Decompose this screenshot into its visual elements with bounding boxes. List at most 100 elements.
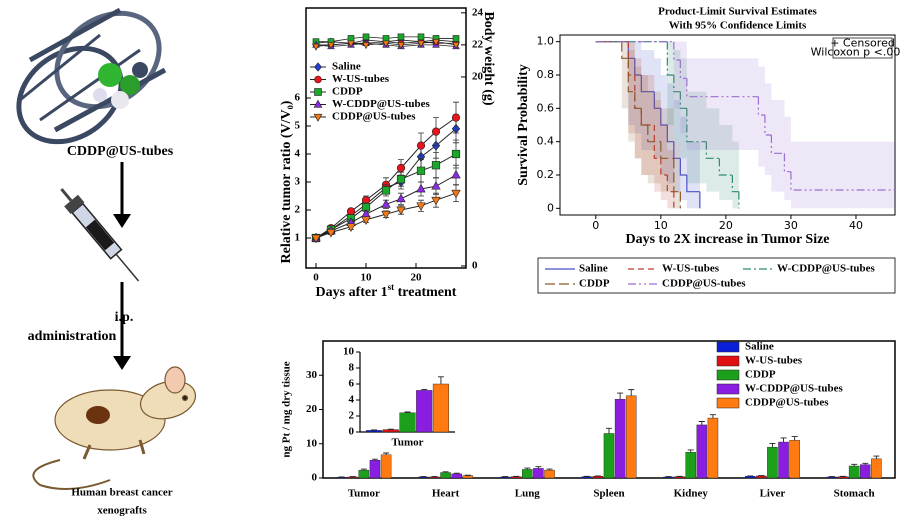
error-bar — [524, 467, 531, 470]
y-tick-label: 4 — [295, 148, 301, 160]
survival-step — [673, 158, 681, 193]
x-tick-label: 10 — [361, 272, 373, 284]
marker — [361, 216, 371, 225]
y-tick-label: 24 — [472, 6, 484, 18]
error-bar — [421, 389, 428, 391]
x-tick-label: Liver — [760, 488, 786, 500]
bar — [837, 476, 849, 479]
y-tick-label: 5 — [295, 120, 301, 132]
y-tick-label: 22 — [472, 38, 484, 50]
bar — [544, 469, 555, 479]
nanotube-label: CDDP@US-tubes — [67, 144, 174, 159]
y-tick-label: 0 — [547, 201, 554, 214]
x-tick-label: Heart — [432, 488, 460, 500]
legend-label: W-CDDP@US-tubes — [745, 383, 844, 395]
bar — [707, 417, 719, 479]
bar — [533, 468, 544, 479]
bar — [358, 469, 370, 479]
legend-label: CDDP@US-tubes — [332, 111, 416, 123]
legend-label: W-CDDP@US-tubes — [332, 98, 431, 110]
marker — [432, 38, 440, 46]
error-bar — [546, 468, 553, 471]
marker — [381, 199, 391, 208]
legend-label: CDDP@US-tubes — [745, 397, 829, 409]
annotation: + Censored — [830, 37, 895, 50]
confidence-band — [667, 41, 674, 125]
x-tick-label: 0 — [592, 219, 599, 232]
confidence-band — [628, 41, 635, 134]
legend-box — [537, 257, 896, 294]
y-tick-label: 0.2 — [537, 168, 555, 181]
y-axis-label: Survival Probability — [516, 64, 531, 185]
marker — [312, 43, 320, 51]
marker — [346, 207, 356, 216]
marker — [326, 229, 336, 238]
confidence-band — [764, 83, 772, 175]
confidence-band — [628, 50, 635, 142]
confidence-band — [634, 41, 642, 134]
marker — [382, 35, 390, 42]
survival-step — [718, 158, 733, 176]
marker — [313, 113, 323, 122]
y-tick-label: 10 — [306, 437, 318, 449]
confidence-band — [673, 141, 681, 209]
y2-tick-label: 0 — [472, 260, 478, 272]
confidence-band — [732, 141, 739, 209]
mouse-icon — [32, 366, 197, 490]
error-bar — [606, 427, 612, 434]
confidence-band — [784, 116, 791, 200]
legend-label: CDDP — [579, 278, 610, 290]
confidence-band — [680, 116, 687, 200]
bar — [625, 395, 637, 479]
survival-step — [653, 125, 661, 159]
error-bar — [873, 455, 880, 459]
error-bar — [769, 442, 776, 448]
survival-step — [666, 125, 674, 143]
error-bar — [862, 462, 869, 465]
bar — [744, 476, 756, 479]
error-bar — [698, 421, 705, 425]
y-tick-label: 0 — [312, 472, 318, 484]
confidence-band — [686, 91, 707, 184]
marker — [381, 186, 391, 195]
x-axis-label: Days to 2X increase in Tumor Size — [625, 232, 829, 247]
y-tick-label: 8 — [349, 362, 355, 374]
bar — [685, 452, 696, 479]
bar — [663, 476, 674, 479]
x-tick-label: 20 — [719, 219, 733, 232]
marker — [314, 75, 322, 84]
confidence-band — [771, 100, 785, 192]
y-tick-label: 3 — [295, 176, 301, 188]
error-bar — [851, 463, 858, 467]
marker — [431, 196, 441, 206]
legend-swatch — [716, 397, 740, 409]
legend-label: Saline — [332, 61, 361, 73]
bar — [440, 472, 451, 479]
y-tick-label: 2 — [349, 410, 355, 422]
tumor-frame — [305, 7, 467, 269]
legend-label: CDDP@US-tubes — [662, 278, 746, 290]
survival-step — [673, 141, 681, 159]
confidence-band — [667, 150, 674, 209]
x-tick-label: 20 — [411, 272, 423, 284]
marker — [452, 42, 460, 50]
y-tick-label: 10 — [343, 346, 355, 358]
legend-label: W-US-tubes — [745, 355, 803, 367]
survival-step — [660, 141, 674, 159]
y-tick-label: 1.0 — [537, 35, 555, 48]
marker — [431, 127, 441, 136]
error-bar — [628, 389, 635, 396]
marker — [362, 42, 370, 50]
marker — [347, 35, 355, 42]
marker — [397, 42, 405, 50]
y-axis-label: Body weight (g) — [481, 11, 496, 105]
confidence-band — [719, 125, 733, 200]
x-tick-label: 0 — [313, 272, 319, 284]
y-tick-label: 20 — [472, 70, 484, 82]
y-tick-label: 0.4 — [537, 135, 555, 148]
bar — [603, 433, 615, 479]
marker — [397, 33, 405, 41]
survival-step — [783, 153, 791, 173]
legend-label: Saline — [745, 341, 774, 353]
bar — [499, 476, 511, 479]
